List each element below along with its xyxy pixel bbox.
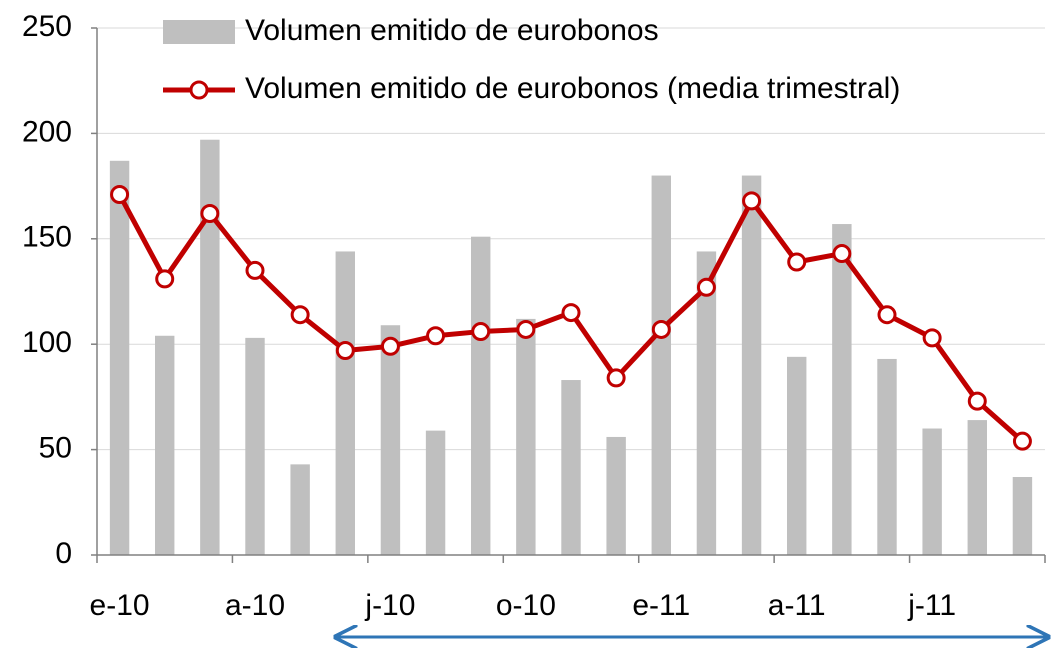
x-tick-label: a-11 bbox=[768, 589, 826, 622]
bar bbox=[471, 236, 491, 555]
marker bbox=[426, 326, 446, 346]
bar bbox=[380, 325, 401, 555]
marker bbox=[110, 185, 130, 205]
marker bbox=[335, 341, 355, 361]
bar bbox=[155, 335, 175, 555]
marker bbox=[471, 322, 491, 342]
x-tick-label: o-10 bbox=[496, 589, 556, 622]
bar bbox=[109, 160, 130, 555]
bar bbox=[651, 175, 671, 555]
marker bbox=[832, 244, 852, 264]
marker bbox=[245, 260, 265, 280]
marker bbox=[155, 269, 175, 289]
bar bbox=[245, 337, 265, 555]
bar bbox=[335, 251, 355, 555]
x-tick-label: e-11 bbox=[632, 589, 690, 622]
marker bbox=[922, 328, 942, 348]
y-tick-label: 250 bbox=[22, 10, 72, 43]
bar bbox=[1012, 477, 1033, 555]
bar bbox=[696, 251, 717, 555]
bar bbox=[832, 224, 852, 555]
marker bbox=[606, 368, 626, 388]
legend-swatch bbox=[189, 80, 209, 100]
marker bbox=[290, 305, 310, 325]
x-tick-label: j-11 bbox=[907, 589, 956, 622]
bar bbox=[606, 436, 626, 555]
legend-swatch bbox=[163, 20, 235, 44]
y-tick-label: 100 bbox=[22, 326, 72, 359]
bar bbox=[922, 428, 942, 555]
legend-label: Volumen emitido de eurobonos (media trim… bbox=[245, 72, 900, 105]
bar bbox=[200, 139, 220, 555]
y-tick-label: 50 bbox=[39, 432, 72, 465]
bar bbox=[561, 380, 581, 555]
marker bbox=[200, 204, 220, 224]
bar bbox=[516, 318, 536, 555]
x-tick-label: j-10 bbox=[364, 589, 415, 622]
marker bbox=[877, 305, 897, 325]
bar bbox=[290, 464, 310, 555]
bar bbox=[877, 358, 897, 555]
x-tick-label: a-10 bbox=[225, 589, 285, 622]
marker bbox=[696, 277, 716, 297]
legend-label: Volumen emitido de eurobonos bbox=[245, 14, 659, 47]
marker bbox=[651, 319, 671, 339]
marker bbox=[787, 252, 807, 272]
marker bbox=[516, 319, 536, 339]
bar bbox=[967, 420, 987, 555]
marker bbox=[1012, 431, 1032, 451]
bar bbox=[425, 430, 446, 555]
y-tick-label: 200 bbox=[22, 115, 72, 148]
y-tick-label: 150 bbox=[22, 221, 72, 254]
x-tick-label: e-10 bbox=[90, 589, 150, 622]
bar bbox=[787, 356, 807, 555]
marker bbox=[561, 303, 581, 323]
marker bbox=[380, 336, 400, 356]
y-tick-label: 0 bbox=[55, 537, 72, 570]
bar bbox=[741, 175, 762, 555]
marker bbox=[742, 191, 762, 211]
marker bbox=[967, 391, 987, 411]
